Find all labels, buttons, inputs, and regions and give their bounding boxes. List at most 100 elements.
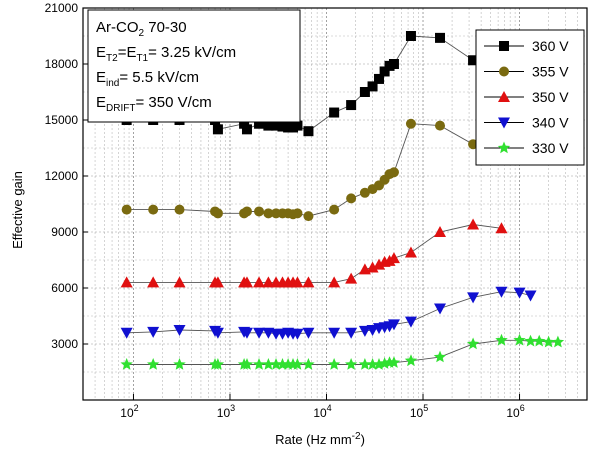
point-350v: [253, 276, 266, 288]
svg-text:EDRIFT= 350 V/cm: EDRIFT= 350 V/cm: [96, 94, 212, 114]
point-355v: [346, 193, 357, 204]
legend-label-355v: 355 V: [532, 64, 569, 80]
point-340v: [495, 286, 508, 298]
point-330v: [366, 358, 379, 370]
point-350v: [120, 276, 133, 288]
point-340v: [434, 303, 447, 315]
point-340v: [147, 326, 160, 338]
conditions-annotation: Ar-CO2 70-30 ET2=ET1= 3.25 kV/cm Eind= 5…: [87, 9, 301, 123]
point-360v: [435, 32, 446, 43]
point-340v: [302, 327, 315, 339]
point-340v: [404, 316, 417, 328]
point-360v: [374, 73, 385, 84]
point-340v: [211, 327, 224, 339]
point-340v: [120, 327, 133, 339]
svg-text:Ar-CO2 70-30: Ar-CO2 70-30: [96, 19, 187, 39]
point-330v: [542, 335, 555, 348]
point-350v: [495, 222, 508, 234]
point-360v: [329, 107, 340, 118]
point-350v: [404, 246, 417, 258]
point-360v: [346, 100, 357, 111]
legend-marker-355v: [499, 66, 509, 77]
point-360v: [359, 87, 370, 97]
point-340v: [253, 327, 266, 339]
point-350v: [467, 218, 480, 230]
point-360v: [254, 118, 265, 129]
point-350v: [328, 276, 341, 288]
point-340v: [467, 292, 480, 304]
y-tick-label: 15000: [45, 113, 79, 127]
point-355v: [292, 208, 303, 219]
point-355v: [241, 206, 252, 217]
point-340v: [328, 327, 341, 339]
point-350v: [211, 276, 224, 288]
point-350v: [291, 276, 304, 288]
point-340v: [524, 290, 537, 302]
legend-marker-350v: [498, 91, 510, 102]
y-tick-label: 9000: [51, 225, 78, 239]
point-340v: [240, 327, 253, 339]
point-340v: [358, 325, 371, 337]
x-tick-label: 104: [313, 403, 331, 420]
point-330v: [252, 358, 266, 370]
point-330v: [524, 334, 537, 347]
point-330v: [495, 333, 508, 346]
point-350v: [345, 272, 358, 284]
point-330v: [302, 358, 315, 370]
point-360v: [388, 59, 399, 69]
point-330v: [120, 358, 133, 370]
point-360v: [239, 118, 250, 129]
plot-frame: [82, 7, 588, 401]
legend-marker-340v: [498, 117, 510, 129]
point-340v: [387, 319, 400, 331]
point-355v: [329, 204, 340, 215]
point-350v: [373, 258, 386, 270]
legend-marker-360v: [499, 41, 509, 51]
y-tick-label: 21000: [45, 1, 79, 15]
point-355v: [148, 204, 159, 215]
legend-label-350v: 350 V: [532, 89, 569, 105]
point-330v: [358, 358, 372, 370]
point-360v: [405, 31, 416, 41]
point-350v: [262, 276, 275, 288]
point-360v: [367, 81, 378, 92]
point-330v: [328, 358, 341, 370]
y-tick-label: 18000: [45, 57, 79, 71]
point-330v: [404, 354, 418, 367]
y-axis-ticks: 3000 6000 9000 12000 15000 18000 21000: [45, 1, 88, 351]
point-330v: [466, 337, 480, 350]
svg-text:ET2=ET1= 3.25 kV/cm: ET2=ET1= 3.25 kV/cm: [96, 44, 236, 64]
point-355v: [303, 211, 314, 222]
point-350v: [366, 261, 379, 273]
legend-label-360v: 360 V: [532, 38, 569, 54]
point-340v: [345, 327, 358, 339]
x-tick-label: 103: [217, 403, 235, 420]
legend: 360 V 355 V 350 V 340 V 330 V: [475, 29, 585, 166]
point-360v: [468, 55, 479, 66]
point-350v: [434, 226, 447, 237]
x-axis-label: Rate (Hz mm-2): [275, 431, 365, 447]
point-350v: [240, 276, 253, 288]
point-360v: [277, 121, 288, 132]
point-360v: [241, 124, 252, 135]
legend-marker-330v: [497, 141, 511, 154]
point-330v: [387, 356, 401, 368]
point-355v: [263, 208, 274, 219]
point-355v: [405, 118, 416, 129]
point-350v: [147, 276, 160, 288]
point-330v: [240, 358, 254, 370]
svg-text:Eind= 5.5 kV/cm: Eind= 5.5 kV/cm: [96, 69, 199, 89]
point-355v: [359, 187, 370, 198]
point-340v: [513, 287, 526, 299]
x-tick-label: 106: [506, 403, 524, 420]
y-tick-label: 6000: [51, 281, 78, 295]
point-330v: [533, 334, 546, 347]
point-355v: [388, 167, 399, 178]
point-355v: [121, 204, 132, 215]
point-355v: [212, 208, 223, 219]
point-355v: [254, 206, 265, 217]
x-tick-label: 105: [410, 403, 428, 420]
point-340v: [291, 328, 304, 340]
point-355v: [174, 204, 185, 215]
point-360v: [263, 120, 274, 131]
